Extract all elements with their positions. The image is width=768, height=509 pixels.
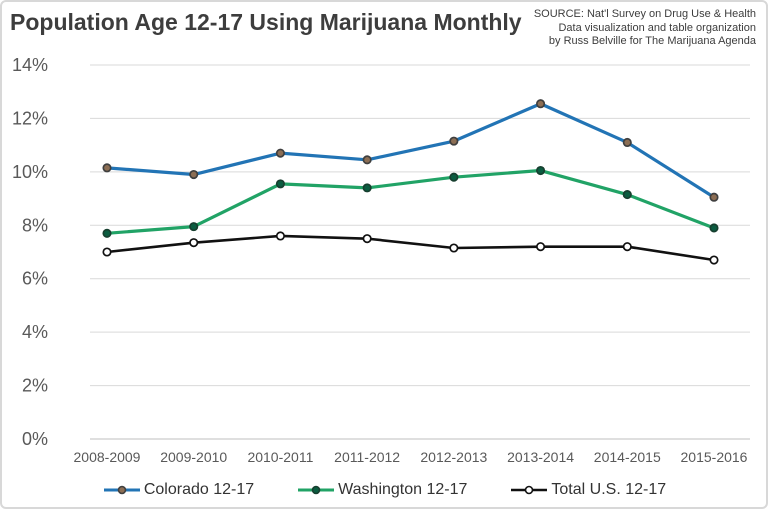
data-point-colorado-12-17 [189, 169, 199, 180]
data-point-washington-12-17 [275, 179, 285, 189]
data-point-total-u-s-12-17 [536, 242, 546, 252]
y-tick-label: 6% [22, 269, 48, 289]
data-point-colorado-12-17 [102, 163, 112, 173]
data-point-washington-12-17 [536, 165, 546, 176]
y-tick-label: 0% [22, 429, 48, 449]
series-line-washington-12-17 [105, 168, 716, 235]
source-line-2: Data visualization and table organizatio… [558, 21, 756, 34]
y-tick-label: 8% [22, 215, 48, 235]
data-point-total-u-s-12-17 [449, 243, 459, 253]
data-point-total-u-s-12-17 [709, 255, 719, 265]
data-point-washington-12-17 [189, 222, 199, 232]
data-point-total-u-s-12-17 [189, 238, 199, 248]
legend-item-total-u-s-12-17: Total U.S. 12-17 [509, 481, 666, 499]
data-point-colorado-12-17 [709, 192, 719, 202]
source-note: SOURCE: Nat'l Survey on Drug Use & Healt… [534, 8, 756, 49]
data-point-total-u-s-12-17 [362, 234, 372, 244]
series-line-colorado-12-17 [105, 102, 716, 199]
data-point-total-u-s-12-17 [622, 242, 632, 252]
x-tick-label: 2011-2012 [334, 449, 400, 465]
legend-item-washington-12-17: Washington 12-17 [296, 481, 467, 499]
legend-label: Washington 12-17 [338, 481, 468, 498]
legend-label: Colorado 12-17 [143, 481, 255, 498]
x-tick-label: 2014-2015 [594, 449, 661, 465]
legend-marker-icon [103, 485, 140, 495]
chart-legend: Colorado 12-17 Washington 12-17 Total U.S.… [2, 478, 766, 502]
x-tick-label: 2015-2016 [681, 449, 748, 465]
y-tick-label: 12% [12, 108, 48, 128]
y-tick-label: 4% [22, 322, 48, 342]
y-tick-label: 10% [12, 162, 48, 182]
legend-marker-icon [298, 485, 335, 495]
data-point-washington-12-17 [622, 190, 632, 200]
data-point-colorado-12-17 [536, 99, 546, 109]
data-point-washington-12-17 [362, 183, 372, 193]
x-tick-label: 2009-2010 [160, 449, 227, 465]
x-tick-label: 2013-2014 [507, 449, 574, 465]
legend-marker-icon [511, 485, 548, 495]
data-point-washington-12-17 [102, 228, 112, 238]
x-tick-label: 2012-2013 [420, 449, 487, 465]
data-point-total-u-s-12-17 [102, 247, 112, 257]
x-tick-label: 2008-2009 [74, 449, 141, 465]
data-point-colorado-12-17 [622, 137, 632, 148]
series-line-total-u-s-12-17 [105, 234, 716, 262]
data-point-total-u-s-12-17 [275, 231, 285, 241]
line-chart-plot-area: 0% 2% 4% 6% 8% 10% 12% 14% 2008-2009 2009-2010 201… [12, 55, 750, 465]
data-point-washington-12-17 [449, 172, 459, 182]
legend-item-colorado-12-17: Colorado 12-17 [102, 481, 254, 499]
legend-label: Total U.S. 12-17 [551, 481, 667, 498]
source-line-1: SOURCE: Nat'l Survey on Drug Use & Healt… [533, 8, 756, 20]
y-tick-label: 2% [22, 376, 48, 396]
source-line-3: by Russ Belville for The Marijuana Agend… [548, 35, 756, 47]
data-point-colorado-12-17 [362, 155, 372, 165]
chart-title: Population Age 12-17 Using Marijuana Mon… [10, 9, 522, 35]
data-point-colorado-12-17 [275, 148, 285, 158]
data-point-colorado-12-17 [449, 136, 459, 146]
data-point-washington-12-17 [709, 223, 719, 233]
x-tick-label: 2010-2011 [247, 449, 313, 465]
y-tick-label: 14% [12, 55, 48, 75]
